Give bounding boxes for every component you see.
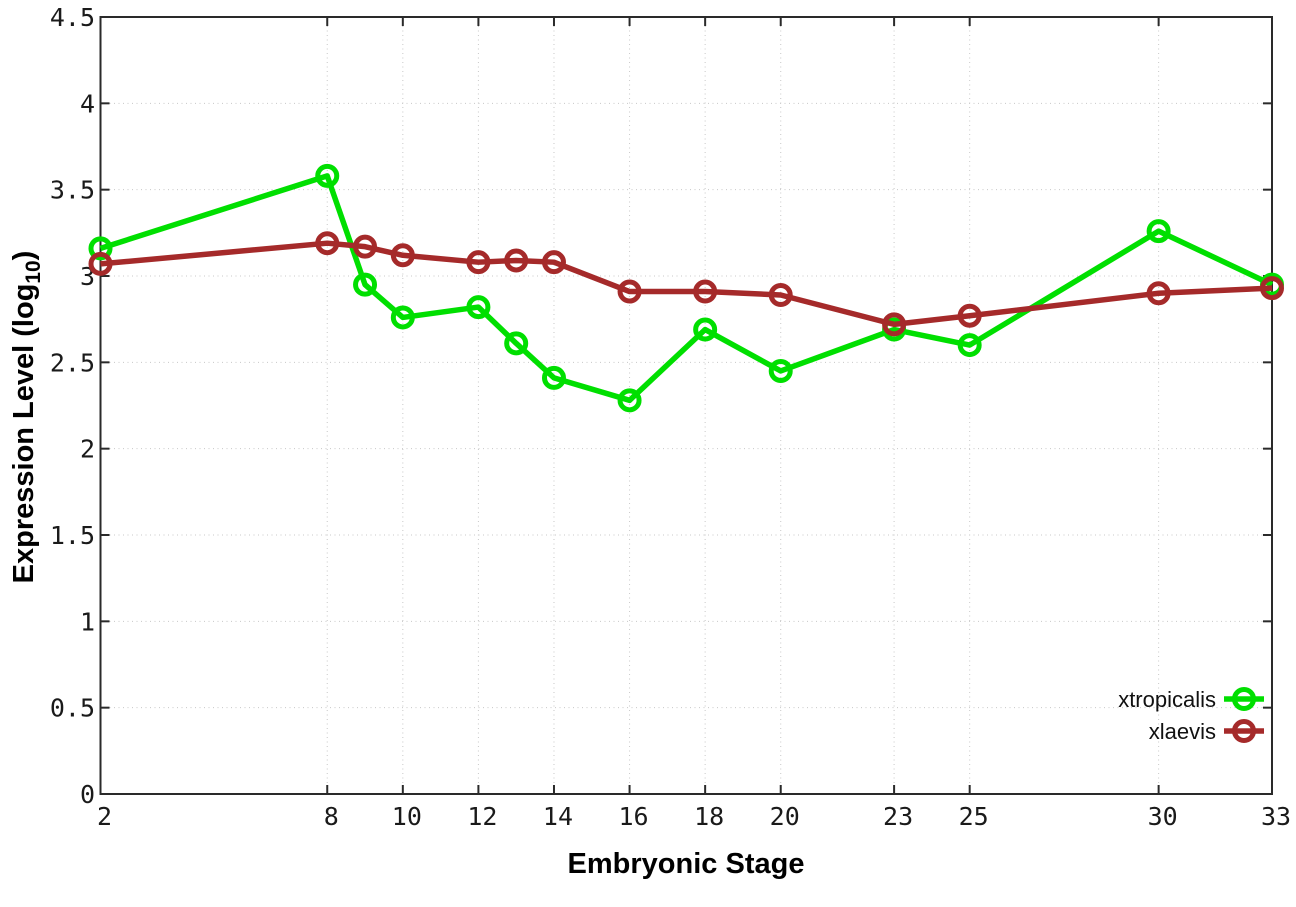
y-tick-label: 4 <box>80 89 95 118</box>
data-point-xlaevis <box>315 231 340 256</box>
x-tick-label: 25 <box>959 802 989 831</box>
x-tick-label: 20 <box>770 802 800 831</box>
data-point-xlaevis <box>88 251 113 276</box>
legend-label-xlaevis: xlaevis <box>1149 719 1216 744</box>
data-point-xlaevis <box>466 250 491 275</box>
data-point-xtropicalis <box>768 358 793 383</box>
data-point-xlaevis <box>541 250 566 275</box>
data-point-xtropicalis <box>1146 219 1171 244</box>
x-tick-label: 2 <box>97 802 112 831</box>
series-line-xtropicalis <box>99 173 1274 404</box>
data-point-xtropicalis <box>541 365 566 390</box>
data-point-xtropicalis <box>957 333 982 358</box>
legend-label-xtropicalis: xtropicalis <box>1118 687 1216 712</box>
data-point-xtropicalis <box>353 272 378 297</box>
data-point-xtropicalis <box>693 317 718 342</box>
x-tick-label: 30 <box>1148 802 1178 831</box>
data-point-xtropicalis <box>617 388 642 413</box>
data-point-xlaevis <box>768 282 793 307</box>
x-tick-label: 12 <box>467 802 497 831</box>
y-tick-label: 0.5 <box>50 694 95 723</box>
series-line-xlaevis <box>100 240 1273 328</box>
y-axis-label: Expression Level (log10) <box>8 207 48 627</box>
data-point-xlaevis <box>1260 276 1284 301</box>
y-tick-label: 2.5 <box>50 348 95 377</box>
data-point-xlaevis <box>617 279 642 304</box>
x-tick-label: 14 <box>543 802 573 831</box>
data-point-xtropicalis <box>315 163 340 188</box>
y-axis-label-close: ) <box>8 250 40 261</box>
y-tick-label: 1.5 <box>50 521 95 550</box>
data-point-xtropicalis <box>504 331 529 356</box>
data-point-xlaevis <box>882 312 907 337</box>
data-point-xlaevis <box>693 279 718 304</box>
y-tick-label: 4.5 <box>50 3 95 32</box>
y-tick-label: 2 <box>80 435 95 464</box>
x-tick-label: 16 <box>619 802 649 831</box>
data-point-xlaevis <box>353 234 378 259</box>
y-axis-label-subscript: 10 <box>21 260 45 284</box>
data-point-xlaevis <box>1146 281 1171 306</box>
x-tick-label: 8 <box>324 802 339 831</box>
legend-marker-icon <box>1232 719 1256 743</box>
y-tick-label: 3.5 <box>50 176 95 205</box>
plot-border <box>99 16 1273 795</box>
y-tick-label: 0 <box>80 780 95 809</box>
x-tick-label: 18 <box>694 802 724 831</box>
x-tick-label: 23 <box>883 802 913 831</box>
data-point-xlaevis <box>390 243 415 268</box>
legend-marker-icon <box>1232 687 1256 711</box>
y-tick-label: 1 <box>80 607 95 636</box>
data-point-xlaevis <box>504 248 529 273</box>
x-tick-label: 33 <box>1261 802 1291 831</box>
data-point-xtropicalis <box>466 295 491 320</box>
x-tick-label: 10 <box>392 802 422 831</box>
data-point-xlaevis <box>957 303 982 328</box>
y-axis-label-text: Expression Level (log <box>8 283 40 584</box>
data-point-xtropicalis <box>390 305 415 330</box>
data-point-xtropicalis <box>88 236 113 261</box>
x-axis-label: Embryonic Stage <box>567 848 805 880</box>
